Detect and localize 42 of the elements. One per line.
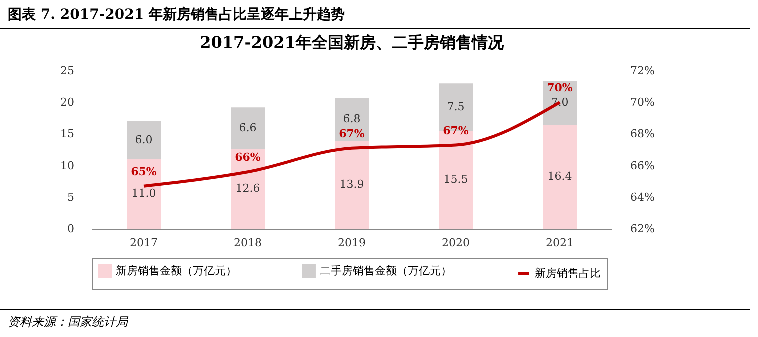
- text: 资料来源：国家统计局: [0, 309, 750, 331]
- legend-label: 二手房销售金额（万亿元）: [320, 264, 452, 278]
- chart-subtitle: 2017-2021年全国新房、二手房销售情况: [200, 33, 505, 52]
- data-label: 13.9: [340, 178, 364, 192]
- data-label: 66%: [235, 151, 262, 164]
- x-tick-label: 2018: [234, 236, 262, 250]
- data-label: 67%: [443, 124, 470, 138]
- legend-label: 新房销售占比: [535, 267, 601, 280]
- data-label: 6.8: [343, 112, 361, 126]
- y2-tick-label: 72%: [630, 64, 655, 78]
- y2-tick-label: 66%: [630, 159, 655, 172]
- y-tick-label: 20: [60, 96, 74, 110]
- legend-label: 新房销售金额（万亿元）: [116, 264, 237, 278]
- y-tick-label: 5: [68, 190, 74, 204]
- bar: [127, 122, 161, 160]
- x-tick-label: 2017: [130, 236, 158, 250]
- bar: [543, 125, 577, 229]
- bar: [127, 159, 161, 229]
- data-label: 6.0: [135, 134, 153, 147]
- y-tick-label: 15: [60, 128, 74, 141]
- data-label: 7.5: [447, 100, 465, 114]
- x-tick-label: 2021: [546, 236, 574, 250]
- y2-tick-label: 68%: [630, 128, 655, 141]
- data-label: 12.6: [236, 182, 260, 196]
- x-tick-label: 2020: [442, 236, 470, 250]
- data-label: 16.4: [548, 170, 572, 184]
- y2-tick-label: 70%: [630, 96, 655, 110]
- y-tick-label: 25: [60, 64, 74, 78]
- data-label: 65%: [131, 165, 158, 178]
- y-tick-label: 10: [60, 159, 74, 172]
- data-label: 15.5: [444, 173, 468, 186]
- y-tick-label: 0: [68, 222, 74, 236]
- data-label: 6.6: [239, 122, 257, 135]
- y2-tick-label: 64%: [630, 190, 655, 204]
- x-tick-label: 2019: [338, 236, 366, 250]
- chart-title: 图表 7. 2017-2021 年新房销售占比呈逐年上升趋势: [0, 0, 750, 29]
- bar: [335, 141, 369, 229]
- data-label: 67%: [339, 127, 366, 140]
- data-label: 11.0: [132, 187, 156, 200]
- bar: [231, 108, 265, 150]
- data-label: 70%: [547, 82, 574, 95]
- y2-tick-label: 62%: [630, 222, 655, 236]
